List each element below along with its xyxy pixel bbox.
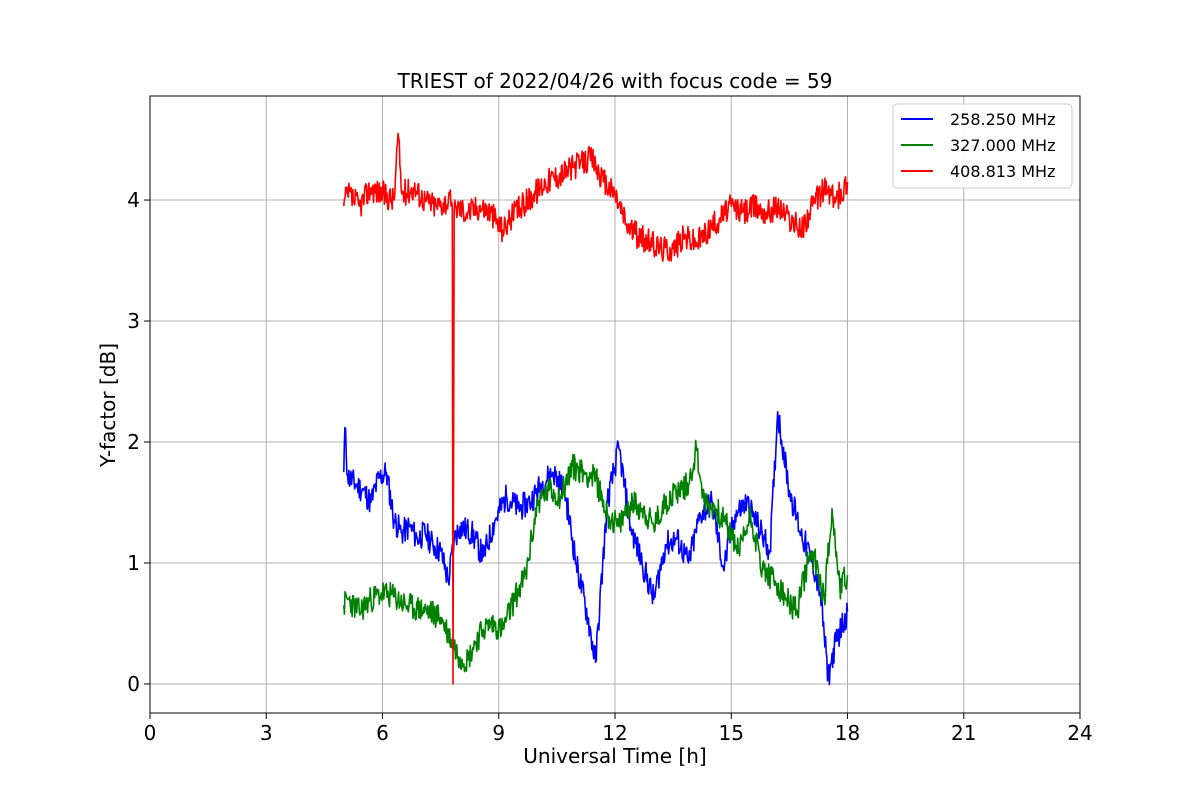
y-axis-label: Y-factor [dB] [96,343,120,468]
y-tick-label-0: 0 [127,672,140,696]
legend-entry-1: 327.000 MHz [950,136,1055,155]
legend-entry-2: 408.813 MHz [950,162,1055,181]
y-tick-label-2: 2 [127,430,140,454]
x-tick-label-6: 18 [835,721,860,745]
y-tick-label-1: 1 [127,551,140,575]
y-tick-label-4: 4 [127,188,140,212]
series-line-1 [343,439,849,673]
x-tick-label-4: 12 [602,721,627,745]
x-tick-label-0: 0 [144,721,157,745]
x-tick-label-3: 9 [492,721,505,745]
x-axis-label: Universal Time [h] [523,744,706,768]
x-tick-label-7: 21 [951,721,976,745]
chart-title: TRIEST of 2022/04/26 with focus code = 5… [397,69,833,93]
x-tick-label-1: 3 [260,721,273,745]
legend-box [892,103,1073,189]
x-tick-label-8: 24 [1067,721,1092,745]
series-lines [343,132,849,686]
legend-entry-0: 258.250 MHz [950,110,1055,129]
y-tick-label-3: 3 [127,309,140,333]
x-tick-label-5: 15 [719,721,744,745]
series-line-0 [343,411,849,686]
legend: 258.250 MHz 327.000 MHz 408.813 MHz [892,103,1073,189]
series-line-2 [343,132,849,685]
grid [149,96,1081,713]
x-tick-label-2: 6 [376,721,389,745]
